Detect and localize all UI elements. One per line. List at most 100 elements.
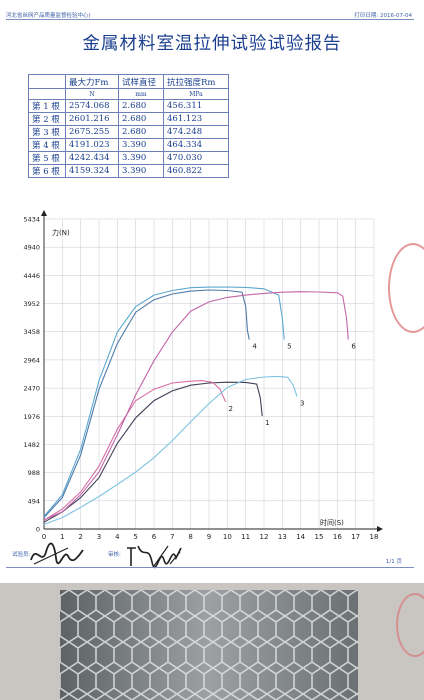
- series-line-4: [43, 289, 250, 518]
- x-tick-label: 9: [207, 533, 211, 541]
- x-tick-label: 14: [296, 533, 305, 541]
- cell-tensile-strength: 470.030: [163, 151, 229, 165]
- x-tick-label: 4: [115, 533, 120, 541]
- x-tick-label: 12: [260, 533, 269, 541]
- cell-max-force: 4191.023: [65, 138, 119, 152]
- y-tick-label: 2470: [23, 385, 40, 393]
- x-tick-label: 1: [60, 533, 64, 541]
- x-tick-label: 2: [78, 533, 82, 541]
- header-divider: [6, 19, 414, 20]
- report-page: 河北省丝网产品质量监督检验中心) 打印日期: 2016-07-04 金属材料室温…: [0, 0, 424, 583]
- header-print-date: 打印日期: 2016-07-04: [354, 11, 412, 19]
- table-header-row: 最大力Fm 试样直径 抗拉强度Rm: [28, 74, 229, 89]
- x-tick-label: 11: [241, 533, 250, 541]
- table-row: 第 5 根 4242.434 3.390 470.030: [28, 151, 229, 165]
- table-corner-cell: [28, 74, 66, 89]
- cell-tensile-strength: 461.123: [163, 112, 229, 126]
- table-unit-row: N mm MPa: [28, 88, 229, 100]
- print-date-value: 2016-07-04: [380, 13, 412, 19]
- x-axis-label: 时间(S): [320, 518, 344, 527]
- red-seal-stamp-lower: [396, 593, 424, 657]
- y-tick-label: 1976: [23, 413, 40, 421]
- cell-diameter: 2.680: [118, 112, 164, 126]
- table-row: 第 2 根 2601.216 2.680 461.123: [28, 112, 229, 126]
- x-axis-arrow: [377, 526, 383, 532]
- x-tick-label: 5: [133, 533, 137, 541]
- unit-tensile-strength: MPa: [163, 88, 229, 100]
- cell-diameter: 3.390: [118, 151, 164, 165]
- series-line-5: [43, 286, 285, 517]
- header-tensile-strength: 抗拉强度Rm: [163, 74, 229, 89]
- x-tick-label: 7: [170, 533, 174, 541]
- reviewer-signature-image: [127, 545, 182, 569]
- x-tick-label: 0: [42, 533, 46, 541]
- signer-label: 试验员:: [12, 552, 31, 558]
- x-tick-label: 8: [188, 533, 192, 541]
- y-tick-label: 2964: [23, 356, 40, 364]
- y-tick-label: 3458: [23, 328, 40, 336]
- x-tick-label: 15: [315, 533, 324, 541]
- series-end-label: 5: [287, 343, 291, 351]
- table-row: 第 3 根 2675.255 2.680 474.248: [28, 125, 229, 139]
- series-line-6: [43, 291, 349, 521]
- y-tick-label: 4446: [23, 272, 40, 280]
- y-axis-arrow: [41, 210, 47, 216]
- y-tick-label: 0: [36, 526, 40, 534]
- y-axis-label: 力(N): [52, 228, 70, 237]
- cell-tensile-strength: 456.311: [163, 99, 229, 113]
- x-tick-label: 16: [333, 533, 342, 541]
- unit-corner-cell: [28, 88, 66, 100]
- cell-max-force: 4242.434: [65, 151, 119, 165]
- cell-diameter: 3.390: [118, 138, 164, 152]
- page-number: 1/1 页: [385, 559, 402, 565]
- x-tick-label: 3: [97, 533, 101, 541]
- y-tick-label: 5434: [23, 216, 40, 224]
- wire-mesh-photo: [60, 590, 358, 700]
- x-tick-label: 17: [351, 533, 360, 541]
- table-row: 第 4 根 4191.023 3.390 464.334: [28, 138, 229, 152]
- print-date-label: 打印日期:: [354, 13, 379, 19]
- x-tick-label: 13: [278, 533, 287, 541]
- series-end-label: 1: [265, 419, 269, 427]
- cell-diameter: 3.390: [118, 164, 164, 178]
- series-end-label: 4: [252, 343, 257, 351]
- unit-max-force: N: [65, 88, 119, 100]
- series-line-1: [43, 381, 263, 523]
- table-row: 第 1 根 2574.068 2.680 456.311: [28, 99, 229, 113]
- cell-max-force: 2601.216: [65, 112, 119, 126]
- y-tick-label: 988: [28, 469, 40, 477]
- unit-diameter: mm: [118, 88, 164, 100]
- row-label: 第 5 根: [28, 151, 66, 165]
- row-label: 第 1 根: [28, 99, 66, 113]
- series-end-label: 6: [351, 343, 356, 351]
- cell-max-force: 4159.324: [65, 164, 119, 178]
- cell-diameter: 2.680: [118, 125, 164, 139]
- series-end-label: 2: [229, 405, 233, 413]
- report-title: 金属材料室温拉伸试验试验报告: [82, 34, 342, 54]
- row-label: 第 4 根: [28, 138, 66, 152]
- results-table: 最大力Fm 试样直径 抗拉强度Rm N mm MPa 第 1 根 2574.06…: [28, 74, 229, 178]
- x-tick-label: 10: [223, 533, 232, 541]
- y-tick-label: 1482: [23, 441, 40, 449]
- row-label: 第 3 根: [28, 125, 66, 139]
- y-tick-label: 3952: [23, 300, 40, 308]
- force-time-chart: 0 1 2 3 4 5 6 7 8 9 10 11 12 13 14 15 16 17 18049498814821…: [23, 210, 383, 541]
- series-end-label: 3: [300, 400, 304, 408]
- header-max-force: 最大力Fm: [65, 74, 119, 89]
- wire-mesh-texture: [60, 590, 358, 700]
- row-label: 第 6 根: [28, 164, 66, 178]
- reviewer-label: 审核:: [108, 552, 121, 558]
- x-tick-label: 6: [152, 533, 157, 541]
- y-tick-label: 4940: [23, 244, 40, 252]
- row-label: 第 2 根: [28, 112, 66, 126]
- cell-max-force: 2574.068: [65, 99, 119, 113]
- header-diameter: 试样直径: [118, 74, 164, 89]
- series-line-2: [43, 380, 227, 521]
- cell-tensile-strength: 460.822: [163, 164, 229, 178]
- signer-signature-image: [30, 542, 84, 565]
- cell-tensile-strength: 464.334: [163, 138, 229, 152]
- cell-diameter: 2.680: [118, 99, 164, 113]
- footer-divider: [6, 567, 414, 568]
- cell-tensile-strength: 474.248: [163, 125, 229, 139]
- cell-max-force: 2675.255: [65, 125, 119, 139]
